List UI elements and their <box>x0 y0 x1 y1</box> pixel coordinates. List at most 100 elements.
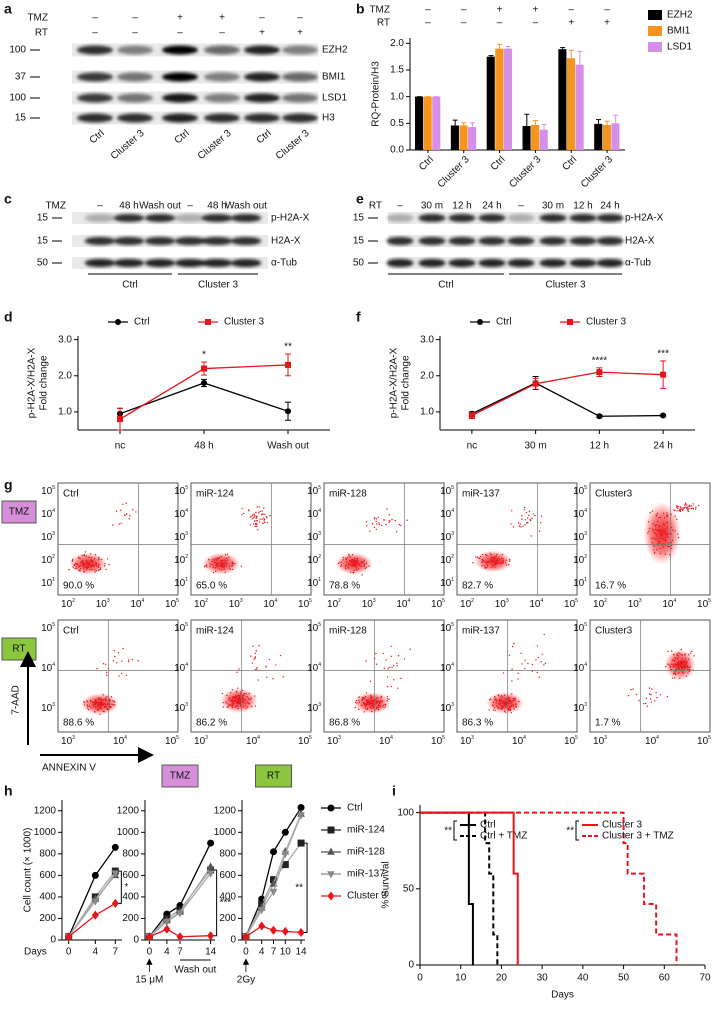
bar <box>432 96 441 150</box>
flow-event <box>261 513 263 515</box>
flow-event <box>253 513 255 515</box>
flow-event <box>100 558 103 561</box>
x-tick-label: 105 <box>431 735 445 746</box>
flow-event <box>365 521 368 523</box>
flow-event <box>497 706 499 708</box>
blot-band <box>113 259 145 267</box>
flow-event <box>666 696 669 698</box>
flow-event <box>369 680 372 683</box>
flow-event <box>687 508 689 511</box>
tick-base: 10 <box>307 555 319 566</box>
tick-exponent: 4 <box>52 508 55 514</box>
flow-event <box>252 645 254 647</box>
tick-exponent: 5 <box>52 622 55 628</box>
flow-event <box>353 572 355 574</box>
flow-event <box>242 512 245 515</box>
flow-event <box>507 699 510 701</box>
flow-event <box>237 687 239 689</box>
flow-event <box>543 633 545 636</box>
flow-event <box>249 698 251 701</box>
flow-event <box>366 699 368 701</box>
flow-event <box>400 524 402 527</box>
flow-event <box>256 523 258 525</box>
flow-event <box>658 537 660 540</box>
tick-exponent: 2 <box>318 554 321 560</box>
flow-event <box>678 672 680 674</box>
flow-event <box>344 566 347 568</box>
marker <box>468 412 475 419</box>
flow-event <box>508 709 511 711</box>
flow-event <box>361 696 364 699</box>
flow-event <box>347 562 349 565</box>
tick-exponent: 1 <box>318 577 321 583</box>
flow-event <box>659 530 661 532</box>
legend-marker <box>477 319 483 325</box>
x-tick-label: 105 <box>564 735 578 746</box>
group-label: Ctrl <box>122 280 138 291</box>
sign: + <box>568 18 574 29</box>
note: 2Gy <box>237 975 255 986</box>
flow-event <box>218 556 221 559</box>
flow-event <box>90 553 92 555</box>
y-tick-label: 103 <box>307 531 321 542</box>
tick-base: 10 <box>194 599 206 610</box>
flow-event <box>229 565 231 567</box>
flow-event <box>223 568 225 570</box>
flow-event <box>654 538 657 541</box>
flow-event <box>265 516 267 518</box>
flow-event <box>99 697 102 699</box>
legend-label: Ctrl <box>496 317 512 328</box>
flow-event <box>493 707 496 709</box>
flow-event <box>340 565 342 568</box>
flow-event <box>365 562 368 564</box>
flow-event <box>498 559 500 562</box>
sign: + <box>177 13 183 24</box>
panel-label: e <box>356 191 364 207</box>
flow-event <box>243 692 245 695</box>
y-tick-label: 0 <box>50 935 56 946</box>
blot-band <box>596 237 624 245</box>
tick-base: 10 <box>564 599 576 610</box>
significance: * <box>202 350 206 361</box>
y-tick-label: 105 <box>307 622 321 633</box>
tick-base: 10 <box>130 599 142 610</box>
tick-base: 10 <box>440 509 452 520</box>
flow-event <box>120 522 122 525</box>
flow-event <box>231 705 233 707</box>
flow-event <box>358 708 360 711</box>
x-tick-label: nc <box>467 441 478 452</box>
y-tick-label: 103 <box>440 702 454 713</box>
blot-band <box>117 113 153 123</box>
flow-event <box>363 697 366 700</box>
flow-event <box>82 559 84 562</box>
flow-event <box>255 668 258 670</box>
flow-event <box>254 652 257 655</box>
flow-event <box>684 657 687 660</box>
x-tick-label: 105 <box>697 598 711 609</box>
tick-exponent: 3 <box>72 735 75 741</box>
significance: *** <box>220 897 232 908</box>
flow-event <box>490 560 493 562</box>
flow-event <box>378 522 380 524</box>
flow-event <box>476 556 479 558</box>
flow-event <box>383 519 385 521</box>
flow-event <box>98 707 100 709</box>
x-tick-label: 104 <box>645 735 659 746</box>
blot-band <box>244 45 280 55</box>
flow-event <box>261 518 263 520</box>
flow-event <box>657 530 660 532</box>
tick-exponent: 4 <box>275 598 278 604</box>
flow-event <box>97 709 100 711</box>
flow-event <box>518 700 520 703</box>
flow-event <box>94 571 96 573</box>
flow-event <box>651 688 653 690</box>
flow-event <box>359 563 361 565</box>
flow-event <box>679 677 681 679</box>
flow-event <box>78 566 80 568</box>
flow-event <box>644 702 647 705</box>
flow-event <box>674 530 676 532</box>
quadrant-percent: 1.7 % <box>595 718 621 729</box>
flow-event <box>508 560 511 562</box>
flow-event <box>105 705 107 708</box>
tick-base: 10 <box>41 663 53 674</box>
